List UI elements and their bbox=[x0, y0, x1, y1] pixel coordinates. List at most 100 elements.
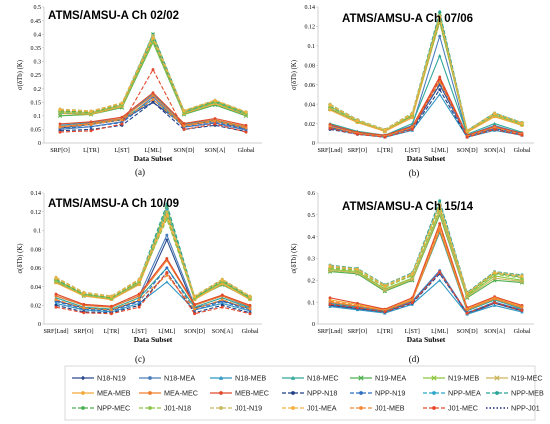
data-point bbox=[493, 296, 497, 300]
panel-title: ATMS/AMSU-A Ch 02/02 bbox=[48, 10, 179, 22]
x-axis-title: Data Subset bbox=[134, 335, 173, 344]
y-tick-label: 0.5 bbox=[308, 213, 316, 219]
data-point bbox=[244, 123, 248, 127]
data-point bbox=[165, 233, 169, 237]
y-tick-label: 0.14 bbox=[305, 5, 316, 11]
chart-panel-b: 0 0.02 0.04 0.06 0.08 0.1 0.12 0.14 SRF[Lnd] SRF[… bbox=[291, 5, 534, 178]
data-point bbox=[492, 121, 497, 125]
x-tick-label: L[ST] bbox=[405, 328, 420, 335]
data-point bbox=[328, 108, 332, 112]
legend-marker bbox=[81, 391, 85, 395]
series-line bbox=[329, 214, 523, 299]
data-point bbox=[520, 133, 524, 137]
x-axis-title: Data Subset bbox=[134, 154, 173, 163]
data-point bbox=[220, 298, 224, 302]
data-point bbox=[151, 34, 155, 38]
legend-label: NPP-N19 bbox=[375, 389, 405, 398]
data-point bbox=[182, 121, 186, 125]
legend-marker bbox=[81, 406, 85, 410]
legend-marker bbox=[358, 375, 364, 381]
data-point bbox=[137, 298, 141, 302]
series-line bbox=[329, 76, 523, 136]
series-MEB-MEC bbox=[58, 91, 248, 127]
legend-label: NPP-MEC bbox=[97, 404, 130, 413]
series-line bbox=[55, 218, 251, 300]
x-tick-label: SRF[O] bbox=[74, 328, 94, 335]
data-point bbox=[355, 270, 360, 275]
y-tick-label: 0.12 bbox=[31, 210, 42, 216]
x-tick-label: SON[D] bbox=[174, 147, 195, 154]
data-point bbox=[520, 122, 524, 126]
y-tick-label: 0.2 bbox=[34, 87, 42, 93]
x-tick-label: SON[A] bbox=[484, 328, 505, 335]
chart-panel-a: 0 0.05 0.1 0.15 0.2 0.25 0.3 0.35 0.4 0.45 0.5 SRF[… bbox=[17, 5, 262, 177]
data-point bbox=[355, 303, 359, 307]
series-J01-MEA bbox=[328, 16, 524, 133]
legend-label: J01-MEC bbox=[448, 404, 478, 413]
legend-marker bbox=[80, 375, 86, 381]
series-line bbox=[55, 281, 251, 313]
data-point bbox=[193, 312, 197, 316]
series-line bbox=[329, 17, 523, 132]
y-tick-label: 0.06 bbox=[31, 266, 42, 272]
data-point bbox=[493, 271, 497, 275]
x-tick-label: SRF[Lnd] bbox=[317, 147, 342, 154]
series-line bbox=[329, 227, 523, 311]
x-tick-label: SRF[O] bbox=[348, 147, 368, 154]
legend-entry-MEA-MEC: MEA-MEC bbox=[139, 389, 198, 398]
data-point bbox=[137, 292, 141, 296]
x-axis-title: Data Subset bbox=[407, 154, 446, 163]
y-tick-label: 0.1 bbox=[34, 114, 42, 120]
y-tick-label: 0 bbox=[38, 141, 41, 147]
legend-label: N19-MEA bbox=[375, 374, 406, 383]
data-point bbox=[89, 110, 93, 113]
data-point bbox=[438, 204, 442, 208]
legend-label: MEA-MEC bbox=[164, 389, 198, 398]
data-point bbox=[151, 93, 155, 97]
y-tick-label: 0.1 bbox=[308, 44, 316, 50]
legend-entry-N19-MEC: N19-MEC bbox=[486, 374, 543, 383]
data-point bbox=[438, 16, 442, 20]
legend-marker bbox=[431, 375, 437, 381]
x-tick-label: SON[A] bbox=[212, 328, 233, 335]
legend-label: N18-MEB bbox=[235, 374, 266, 383]
series-line bbox=[55, 274, 251, 311]
panel-title: ATMS/AMSU-A Ch 15/14 bbox=[342, 201, 474, 213]
legend-marker bbox=[219, 391, 223, 395]
data-point bbox=[248, 312, 252, 316]
x-tick-label: SRF[Lnd] bbox=[43, 328, 68, 335]
legend-label: NPP-N18 bbox=[307, 389, 337, 398]
data-point bbox=[120, 118, 124, 122]
x-tick-label: Global bbox=[238, 147, 255, 154]
x-tick-label: SON[D] bbox=[184, 328, 205, 335]
y-tick-label: 0.05 bbox=[31, 128, 42, 134]
y-tick-label: 0.1 bbox=[34, 229, 42, 235]
series-line bbox=[329, 279, 523, 315]
legend-entry-J01-MEA: J01-MEA bbox=[282, 404, 337, 413]
data-point bbox=[58, 108, 62, 112]
data-point bbox=[120, 101, 124, 105]
x-tick-label: L[ST] bbox=[132, 328, 147, 335]
legend-entry-MEB-MEC: MEB-MEC bbox=[210, 389, 269, 398]
data-point bbox=[383, 310, 387, 314]
y-tick-label: 0.45 bbox=[31, 19, 42, 25]
data-point bbox=[465, 311, 469, 315]
data-point bbox=[244, 110, 248, 114]
data-point bbox=[248, 295, 252, 299]
data-point bbox=[328, 296, 332, 300]
series-J01-MEA bbox=[328, 204, 524, 295]
x-tick-label: Global bbox=[242, 328, 259, 335]
data-point bbox=[328, 103, 332, 107]
series-line bbox=[329, 15, 523, 131]
series-line bbox=[55, 267, 251, 312]
legend-marker bbox=[359, 391, 363, 395]
data-point bbox=[220, 278, 224, 282]
series-N19-MEC bbox=[327, 210, 525, 299]
panel-letter: (d) bbox=[409, 354, 420, 364]
legend-marker bbox=[495, 391, 499, 395]
y-tick-label: 0.4 bbox=[34, 32, 42, 38]
series-line bbox=[329, 81, 523, 137]
series-line bbox=[55, 271, 251, 315]
data-point bbox=[382, 288, 387, 293]
